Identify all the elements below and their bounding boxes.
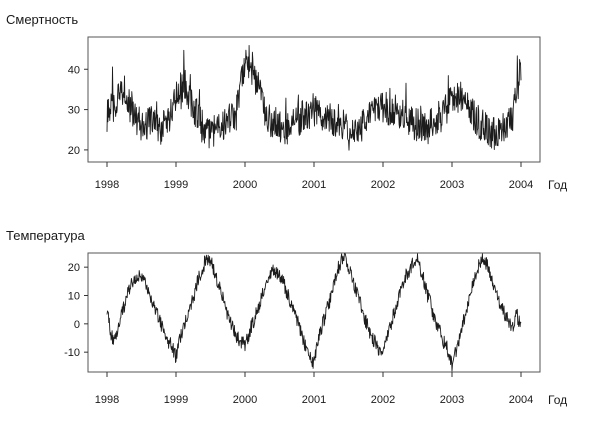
chart-1-title: Смертность [6, 12, 78, 27]
x-axis-label: Год [548, 393, 567, 407]
x-tick-label: 2004 [509, 394, 533, 406]
y-tick-label: 0 [74, 319, 80, 331]
x-tick-label: 2002 [371, 179, 395, 191]
mortality-series-line [106, 45, 522, 151]
x-tick-label: 2003 [440, 179, 464, 191]
x-tick-label: 1998 [95, 394, 119, 406]
x-tick-label: 2000 [233, 179, 257, 191]
chart-2-title: Температура [6, 228, 86, 243]
y-tick-label: 30 [68, 105, 80, 117]
x-tick-label: 2003 [440, 394, 464, 406]
y-tick-label: 20 [68, 145, 80, 157]
x-tick-label: 1999 [164, 179, 188, 191]
y-tick-label: 20 [68, 262, 80, 274]
x-tick-label: 2000 [233, 394, 257, 406]
chart-temperature: -10 0 10 20 1998 1999 2000 2001 2002 2003 2004 Год [64, 252, 567, 407]
x-tick-label: 2004 [509, 179, 533, 191]
y-tick-label: -10 [64, 347, 80, 359]
x-tick-label: 1998 [95, 179, 119, 191]
x-tick-label: 2001 [302, 179, 326, 191]
x-tick-label: 2002 [371, 394, 395, 406]
chart-mortality: 20 30 40 1998 1999 2000 2001 2002 2003 2004 Год [68, 36, 567, 192]
y-tick-label: 40 [68, 64, 80, 76]
plot-frame [87, 36, 541, 163]
x-axis-label: Год [548, 178, 567, 192]
temperature-series-line [106, 253, 522, 372]
x-tick-label: 2001 [302, 394, 326, 406]
x-tick-label: 1999 [164, 394, 188, 406]
y-tick-label: 10 [68, 291, 80, 303]
